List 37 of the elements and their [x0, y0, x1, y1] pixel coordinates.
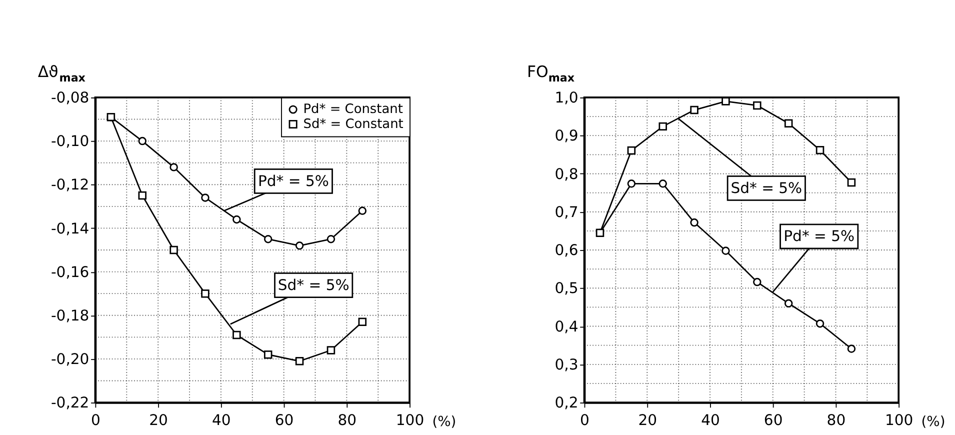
y-tick-label: 0,9 [554, 128, 578, 145]
legend-label: Pd* = Constant [303, 102, 403, 118]
y-tick-label: 0,5 [554, 280, 578, 298]
y-tick-label: 0,6 [554, 242, 578, 260]
y-tick-label: -0,12 [50, 176, 90, 194]
y-tick-label: 0,2 [554, 394, 578, 412]
y-tick-label: 1,0 [554, 90, 578, 107]
x-tick-label: 40 [701, 412, 720, 430]
legend-label: Sd* = Constant [303, 116, 404, 132]
y-tick-label: -0,14 [50, 220, 90, 238]
x-tick-label: 0 [580, 412, 590, 430]
x-tick-label: 80 [826, 412, 846, 430]
y-tick-label: -0,20 [50, 351, 90, 368]
annotation: Sd* = 5% [730, 180, 802, 197]
x-tick-label: 60 [764, 412, 783, 430]
y-tick-label: 0,4 [554, 318, 578, 336]
y-tick-label: -0,22 [50, 394, 90, 412]
x-tick-label: 20 [149, 412, 168, 430]
y-tick-label: -0,08 [50, 90, 90, 107]
x-tick-label: 40 [212, 412, 231, 430]
x-tick-label: 100 [884, 412, 914, 430]
y-tick-label: -0,10 [50, 133, 90, 150]
x-axis-title: (%) [432, 414, 456, 430]
annotation: Pd* = 5% [258, 172, 329, 190]
y-tick-label: 0,3 [554, 356, 578, 374]
annotation: Sd* = 5% [278, 276, 350, 294]
x-tick-label: 20 [638, 412, 658, 430]
y-tick-label: -0,18 [50, 307, 90, 324]
y-tick-label: 0,7 [554, 204, 578, 221]
x-tick-label: 0 [90, 412, 100, 430]
annotation: Pd* = 5% [784, 228, 855, 246]
y-tick-label: 0,8 [554, 166, 578, 183]
x-tick-label: 100 [396, 412, 424, 430]
x-tick-label: 80 [338, 412, 357, 430]
y-tick-label: -0,16 [50, 264, 90, 281]
x-axis-title: (%) [921, 414, 946, 430]
x-tick-label: 60 [274, 412, 294, 430]
